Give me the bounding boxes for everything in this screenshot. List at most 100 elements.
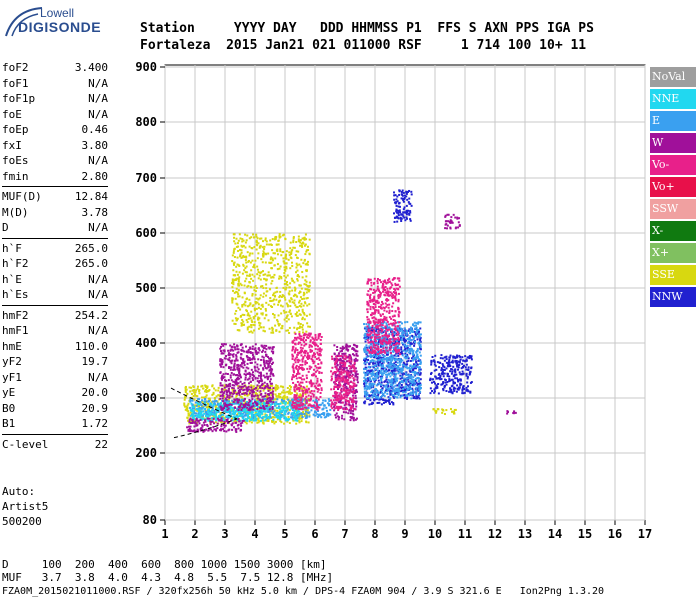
echo-point (250, 406, 253, 409)
echo-point (306, 354, 309, 357)
echo-point (298, 389, 301, 392)
echo-point (336, 345, 339, 348)
echo-point (413, 335, 416, 338)
echo-point (246, 321, 249, 324)
echo-point (314, 406, 317, 409)
echo-point (229, 405, 232, 408)
echo-point (392, 369, 395, 372)
echo-point (220, 429, 223, 432)
echo-point (239, 255, 242, 258)
echo-point (267, 389, 270, 392)
echo-point (292, 241, 295, 244)
echo-point (223, 420, 226, 423)
echo-point (232, 281, 235, 284)
echo-point (242, 303, 245, 306)
echo-point (353, 392, 356, 395)
echo-point (308, 365, 311, 368)
echo-point (274, 237, 277, 240)
echo-point (242, 320, 245, 323)
echo-point (285, 406, 288, 409)
echo-point (228, 400, 231, 403)
echo-point (313, 373, 316, 376)
echo-point (279, 250, 282, 253)
echo-point (311, 355, 314, 358)
echo-point (383, 342, 386, 345)
echo-point (246, 372, 249, 375)
echo-point (193, 415, 196, 418)
echo-point (273, 422, 276, 425)
echo-point (230, 346, 233, 349)
echo-point (397, 365, 400, 368)
echo-point (349, 412, 352, 415)
echo-point (228, 409, 231, 412)
echo-point (408, 394, 411, 397)
echo-point (291, 403, 294, 406)
echo-point (304, 410, 307, 413)
echo-point (316, 380, 319, 383)
param-value: N/A (88, 324, 108, 337)
echo-point (396, 379, 399, 382)
echo-point (283, 422, 286, 425)
echo-point (372, 391, 375, 394)
echo-point (241, 240, 244, 243)
echo-point (256, 237, 259, 240)
echo-point (347, 370, 350, 373)
param-separator (2, 433, 108, 435)
echo-point (406, 353, 409, 356)
echo-point (296, 414, 299, 417)
echo-point (364, 373, 367, 376)
echo-point (290, 416, 293, 419)
echo-point (271, 275, 274, 278)
param-row-hmf1: hmF1 N/A (2, 323, 108, 339)
echo-point (253, 307, 256, 310)
echo-point (192, 416, 195, 419)
echo-point (298, 376, 301, 379)
echo-point (249, 285, 252, 288)
echo-point (259, 393, 262, 396)
echo-point (207, 411, 210, 414)
echo-point (298, 410, 301, 413)
echo-point (262, 359, 265, 362)
echo-point (231, 286, 234, 289)
echo-point (249, 410, 252, 413)
echo-point (284, 279, 287, 282)
echo-point (312, 382, 315, 385)
echo-point (403, 345, 406, 348)
echo-point (411, 334, 414, 337)
echo-point (305, 270, 308, 273)
echo-point (409, 359, 412, 362)
echo-point (417, 322, 420, 325)
echo-point (293, 414, 296, 417)
echo-point (291, 264, 294, 267)
echo-point (219, 416, 222, 419)
echo-point (373, 399, 376, 402)
echo-point (355, 384, 358, 387)
echo-point (233, 365, 236, 368)
echo-point (370, 390, 373, 393)
echo-point (271, 419, 274, 422)
echo-point (390, 341, 393, 344)
echo-point (213, 414, 216, 417)
echo-point (223, 357, 226, 360)
echo-point (262, 404, 265, 407)
echo-point (355, 389, 358, 392)
echo-point (259, 385, 262, 388)
echo-point (278, 408, 281, 411)
echo-point (354, 394, 357, 397)
echo-point (292, 363, 295, 366)
param-value: N/A (88, 288, 108, 301)
echo-point (254, 290, 257, 293)
echo-point (347, 381, 350, 384)
echo-point (290, 257, 293, 260)
echo-point (295, 374, 298, 377)
echo-point (211, 384, 214, 387)
echo-point (281, 324, 284, 327)
echo-point (191, 406, 194, 409)
echo-point (319, 354, 322, 357)
echo-point (393, 342, 396, 345)
echo-point (391, 387, 394, 390)
echo-point (259, 237, 262, 240)
echo-point (268, 396, 271, 399)
echo-point (298, 341, 301, 344)
echo-point (236, 368, 239, 371)
